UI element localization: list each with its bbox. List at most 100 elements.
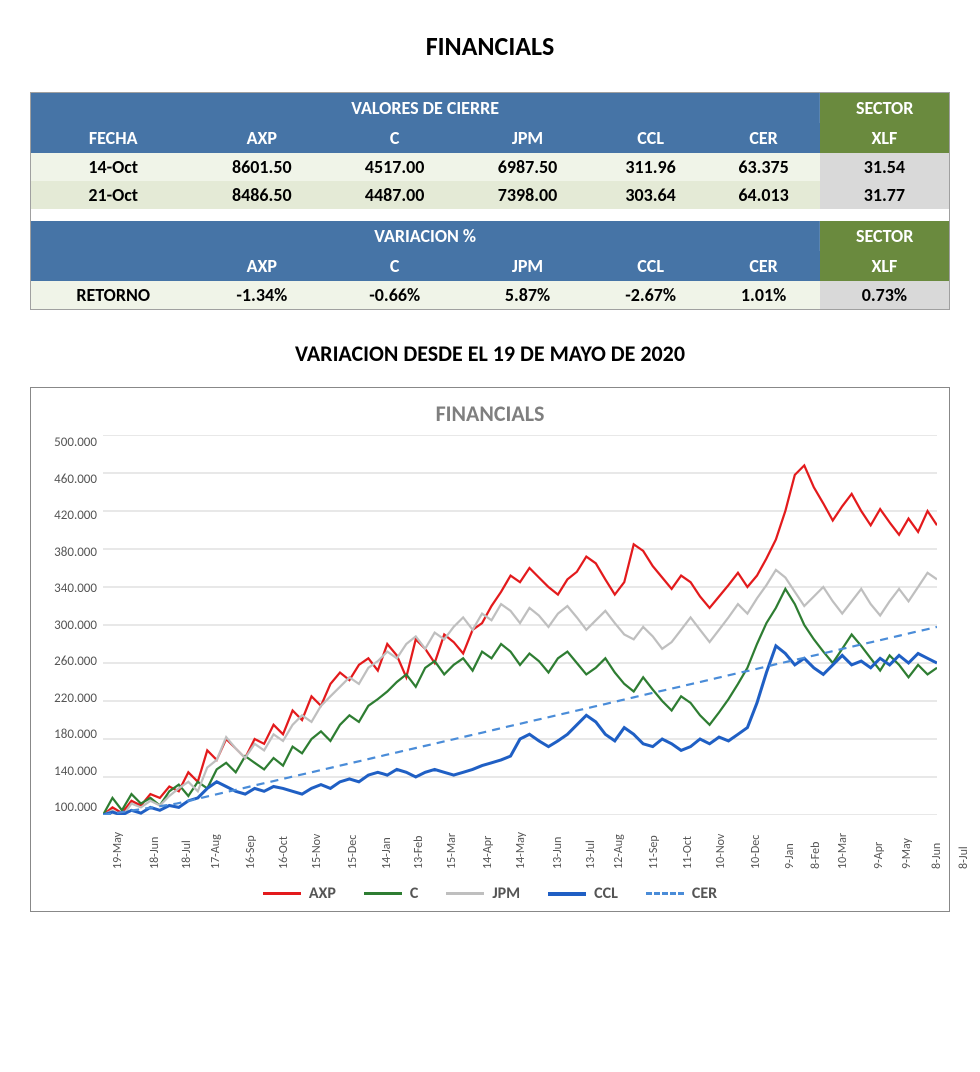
x-tick-label: 14-May (514, 832, 528, 869)
legend-label: CCL (594, 884, 618, 903)
y-tick-label: 220.000 (54, 691, 97, 706)
legend-item-ccl: CCL (548, 884, 618, 903)
cell-c: 4487.00 (328, 181, 461, 209)
table-row: 21-Oct 8486.50 4487.00 7398.00 303.64 64… (31, 181, 949, 209)
page-title: FINANCIALS (30, 30, 950, 62)
col-c: C (328, 123, 461, 153)
table2-header-main: VARIACION % (31, 221, 820, 251)
col-axp: AXP (195, 123, 328, 153)
x-tick-label: 13-Jul (584, 840, 598, 869)
col-cer: CER (707, 251, 820, 281)
cell-axp: -1.34% (195, 281, 328, 309)
legend-line-icon (646, 892, 684, 895)
x-tick-label: 18-Jul (180, 840, 194, 869)
y-tick-label: 260.000 (54, 654, 97, 669)
col-ccl: CCL (594, 251, 707, 281)
cell-label: RETORNO (31, 281, 195, 309)
legend-line-icon (446, 892, 484, 895)
legend-line-icon (548, 892, 586, 896)
legend-item-cer: CER (646, 884, 717, 903)
legend-line-icon (263, 892, 301, 895)
x-tick-label: 16-Oct (277, 836, 291, 869)
cell-cer: 1.01% (707, 281, 820, 309)
x-tick-label: 15-Dec (346, 835, 360, 869)
cell-xlf: 0.73% (820, 281, 949, 309)
cell-cer: 64.013 (707, 181, 820, 209)
x-tick-label: 19-May (111, 832, 125, 869)
cell-axp: 8486.50 (195, 181, 328, 209)
legend-item-axp: AXP (263, 884, 336, 903)
x-tick-label: 8-Jun (930, 843, 944, 869)
legend-line-icon (364, 892, 402, 895)
x-tick-label: 15-Mar (445, 833, 459, 869)
y-tick-label: 380.000 (54, 545, 97, 560)
y-tick-label: 180.000 (54, 727, 97, 742)
legend-label: AXP (309, 884, 336, 903)
x-tick-label: 9-May (900, 838, 914, 869)
table2-header-sector: SECTOR (820, 221, 949, 251)
x-tick-label: 16-Sep (244, 835, 258, 869)
x-tick-label: 14-Jan (380, 837, 394, 869)
chart-legend: AXP C JPM CCL CER (43, 884, 937, 903)
cell-c: -0.66% (328, 281, 461, 309)
chart-title: FINANCIALS (43, 400, 937, 427)
y-tick-label: 420.000 (54, 508, 97, 523)
col-axp: AXP (195, 251, 328, 281)
legend-label: JPM (492, 884, 520, 903)
col-xlf: XLF (820, 251, 949, 281)
closing-values-table: VALORES DE CIERRE SECTOR FECHA AXP C JPM… (30, 92, 950, 310)
x-tick-label: 10-Dec (749, 835, 763, 869)
x-tick-label: 8-Jul (957, 846, 971, 869)
cell-fecha: 14-Oct (31, 153, 195, 181)
table-row: RETORNO -1.34% -0.66% 5.87% -2.67% 1.01%… (31, 281, 949, 309)
col-cer: CER (707, 123, 820, 153)
table1-header-main: VALORES DE CIERRE (31, 93, 820, 123)
cell-ccl: -2.67% (594, 281, 707, 309)
legend-label: CER (692, 884, 717, 903)
cell-jpm: 7398.00 (461, 181, 594, 209)
col-jpm: JPM (461, 123, 594, 153)
legend-item-jpm: JPM (446, 884, 520, 903)
x-tick-label: 9-Apr (872, 842, 886, 869)
cell-jpm: 6987.50 (461, 153, 594, 181)
legend-label: C (410, 884, 418, 903)
col-c: C (328, 251, 461, 281)
x-tick-label: 12-Aug (612, 834, 626, 869)
table1-header-sector: SECTOR (820, 93, 949, 123)
x-tick-label: 10-Nov (714, 834, 728, 869)
x-tick-label: 14-Apr (481, 836, 495, 869)
y-tick-label: 100.000 (54, 800, 97, 815)
y-tick-label: 300.000 (54, 618, 97, 633)
cell-xlf: 31.77 (820, 181, 949, 209)
cell-xlf: 31.54 (820, 153, 949, 181)
x-tick-label: 11-Sep (647, 835, 661, 869)
col-xlf: XLF (820, 123, 949, 153)
table-row: 14-Oct 8601.50 4517.00 6987.50 311.96 63… (31, 153, 949, 181)
chart-section-title: VARIACION DESDE EL 19 DE MAYO DE 2020 (30, 340, 950, 367)
financials-chart: FINANCIALS 500.000 460.000 420.000 380.000 3… (30, 387, 950, 912)
col-fecha: FECHA (31, 123, 195, 153)
col-jpm: JPM (461, 251, 594, 281)
cell-fecha: 21-Oct (31, 181, 195, 209)
y-tick-label: 340.000 (54, 581, 97, 596)
col-blank (31, 251, 195, 281)
x-tick-label: 10-Mar (836, 833, 850, 869)
x-tick-label: 8-Feb (809, 842, 823, 869)
col-ccl: CCL (594, 123, 707, 153)
y-tick-label: 140.000 (54, 764, 97, 779)
x-tick-label: 9-Jan (783, 843, 797, 869)
series-ccl (103, 646, 937, 815)
y-tick-label: 460.000 (54, 472, 97, 487)
x-tick-label: 18-Jun (148, 837, 162, 869)
y-tick-label: 500.000 (54, 435, 97, 450)
x-tick-label: 13-Jun (551, 837, 565, 869)
cell-axp: 8601.50 (195, 153, 328, 181)
x-tick-label: 15-Nov (310, 834, 324, 869)
x-tick-label: 17-Aug (209, 834, 223, 869)
cell-ccl: 303.64 (594, 181, 707, 209)
chart-svg (103, 435, 937, 815)
chart-y-axis: 500.000 460.000 420.000 380.000 340.000 300.0… (43, 435, 103, 815)
x-tick-label: 11-Oct (681, 836, 695, 869)
series-axp (103, 465, 937, 815)
x-tick-label: 13-Feb (412, 836, 426, 869)
